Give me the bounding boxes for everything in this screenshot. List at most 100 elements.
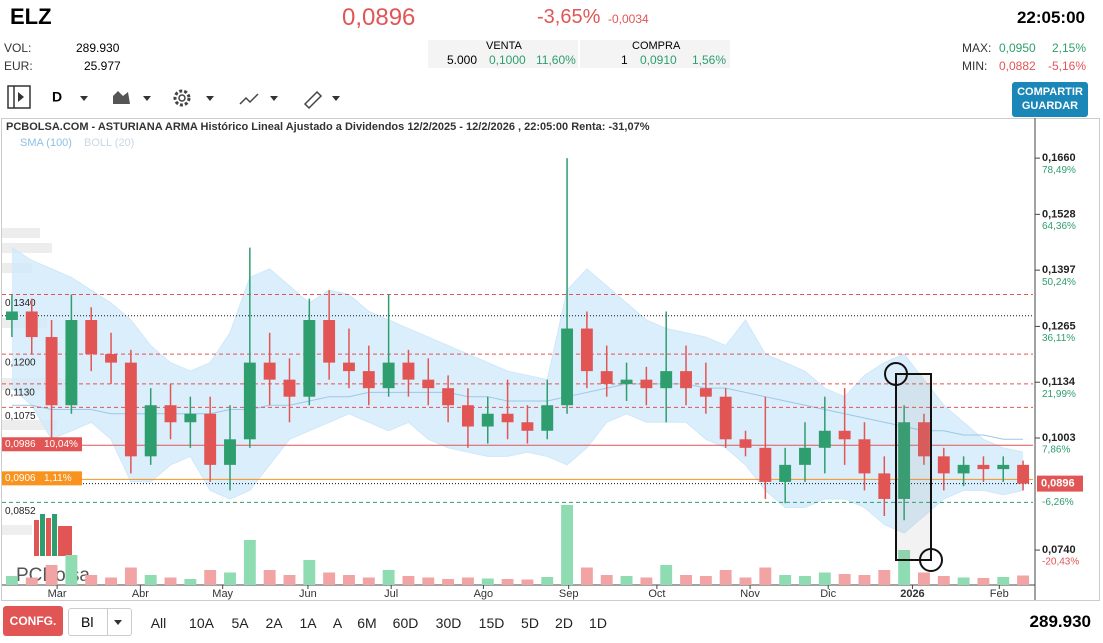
range-button[interactable]: A [332,615,343,631]
boll-fill [11,247,1024,534]
x-tick-label: Jul [384,588,398,600]
max-label: MAX: [962,41,992,55]
volume-bar [25,577,38,585]
legend-entry: BOLL (20) [84,137,134,149]
volume-bar [640,577,653,585]
eur: 25.977 [84,59,121,73]
venta-pct: 11,60% [536,53,576,67]
range-button[interactable]: 1D [589,615,607,631]
compra-label: COMPRA [632,40,681,52]
eur-label: EUR: [4,59,33,73]
y-tick-pct: 7,86% [1042,445,1070,456]
caret[interactable] [80,96,88,101]
candle-body [580,328,593,372]
volume-bar [501,579,514,585]
config-button[interactable]: CONFG. [3,606,63,636]
volume-bar [184,579,197,585]
candle-body [481,413,494,427]
panel-icon[interactable] [7,85,31,109]
toolbar-icons: D [7,85,340,110]
x-tick-label: Ago [474,588,494,600]
y-tick-label: 0,1528 [1042,208,1076,220]
candle-body [957,464,970,474]
candle-body [640,379,653,389]
candle-body [699,388,712,397]
caret [114,620,122,625]
caret[interactable] [206,96,214,101]
draw-icon[interactable] [303,90,323,110]
time: 22:05:00 [1016,8,1085,27]
range-button[interactable]: 1A [299,615,317,631]
candle-body [660,371,673,389]
settings-icon-center [178,94,186,102]
badge-pct: 10,04% [44,439,78,450]
candle-body [25,311,38,338]
share-label: COMPARTIR [1017,86,1083,98]
candle-body [838,430,851,440]
candle-body [997,464,1010,470]
level-label: 0,1130 [5,388,35,399]
candle-body [402,362,415,380]
x-tick-label: Sep [559,588,579,600]
share-button[interactable]: COMPARTIR GUARDAR [1012,82,1088,117]
candle-body [779,464,792,482]
indicator-icon[interactable] [239,93,259,105]
chart-title: PCBOLSA.COM - ASTURIANA ARMA Histórico L… [6,121,650,133]
chart-type-icon[interactable] [113,91,130,104]
badge [2,471,82,486]
caret[interactable] [143,96,151,101]
candle-body [680,371,692,389]
badge-label: 0,0986 [5,439,36,450]
candle-body [5,311,18,321]
mode-select[interactable]: Bl [68,608,132,636]
caret[interactable] [332,96,340,101]
vol: 289.930 [76,41,120,55]
volume-bar [65,555,78,585]
chart-frame [1,118,1100,601]
x-tick-label: Abr [132,588,149,600]
range-button[interactable]: 2D [555,615,573,631]
candle-body [303,320,316,397]
volume-bar [719,570,732,585]
period[interactable]: D [52,89,62,105]
range-button[interactable]: 5A [231,615,249,631]
volume-bar [85,575,98,585]
range-button[interactable]: 60D [392,615,419,631]
candle-body [85,320,98,355]
save-label: GUARDAR [1021,100,1079,112]
candle-body [818,430,831,448]
volume-bar [481,578,494,585]
candle-body [620,379,633,384]
candle-body [105,354,117,363]
min-label: MIN: [962,59,988,73]
candle-body [858,439,871,474]
volume-bar [580,567,593,585]
level-label: 0,0852 [5,506,36,517]
caret[interactable] [270,96,278,101]
y-tick-pct: 78,49% [1042,165,1076,176]
range-button[interactable]: 5D [521,615,539,631]
range-button[interactable]: 6M [357,615,377,631]
range-button[interactable]: 10A [189,615,214,631]
settings-icon[interactable] [173,89,191,107]
level-label: 0,1075 [5,411,36,422]
candle-body [65,320,78,406]
y-tick-label: 0,1397 [1042,264,1076,276]
volume-bar [838,574,851,585]
volume-bar [541,577,554,585]
max-pct: 2,15% [1052,41,1087,55]
volume-bar [977,578,990,585]
change: -0,0034 [608,12,649,26]
symbol: ELZ [10,4,52,29]
candle-body [323,320,336,363]
range-button[interactable]: All [150,615,167,631]
annotation-handle [919,548,943,572]
range-button[interactable]: 15D [478,615,505,631]
max: 0,0950 [999,41,1036,55]
candle-body [918,422,930,457]
range-button[interactable]: 30D [435,615,462,631]
candle-body [541,405,554,431]
candle-body [45,337,58,406]
candle-body [898,422,911,499]
range-button[interactable]: 2A [265,615,283,631]
